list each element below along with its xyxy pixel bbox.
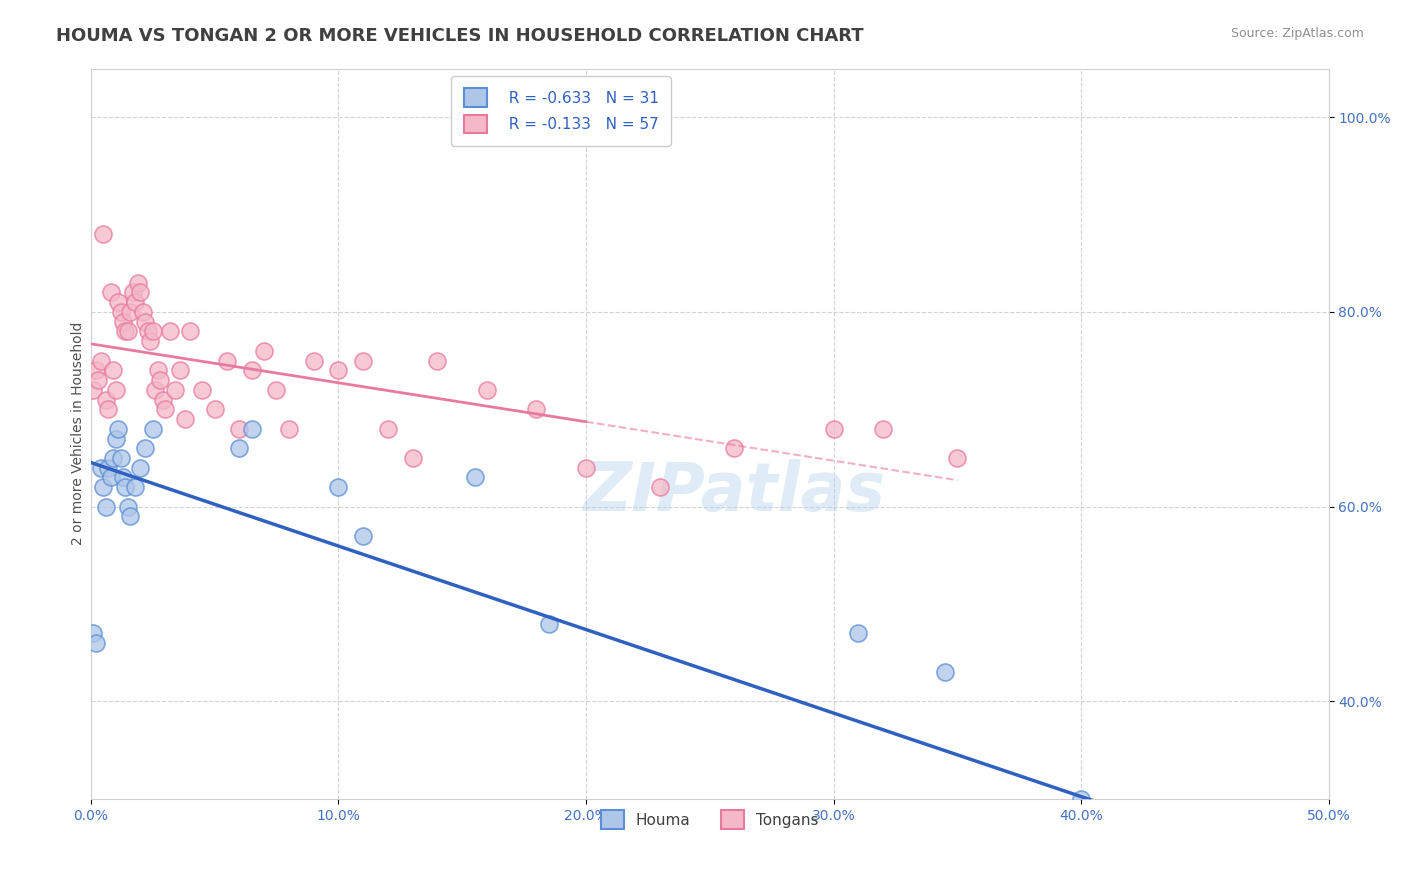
- Point: [91, 480, 114, 494]
- Point: [111, 315, 134, 329]
- Point: [266, 383, 288, 397]
- Point: [87, 373, 110, 387]
- Point: [114, 325, 136, 339]
- Point: [1070, 792, 1092, 806]
- Point: [1206, 811, 1229, 825]
- Point: [240, 422, 263, 436]
- Point: [277, 422, 299, 436]
- Point: [1144, 811, 1167, 825]
- Point: [240, 363, 263, 377]
- Point: [872, 422, 894, 436]
- Point: [124, 295, 146, 310]
- Point: [253, 343, 276, 358]
- Point: [139, 334, 162, 348]
- Point: [97, 402, 120, 417]
- Point: [526, 402, 548, 417]
- Point: [163, 383, 186, 397]
- Point: [82, 626, 104, 640]
- Point: [537, 616, 560, 631]
- Point: [575, 460, 598, 475]
- Point: [110, 305, 132, 319]
- Point: [117, 325, 139, 339]
- Point: [94, 392, 117, 407]
- Point: [107, 422, 129, 436]
- Text: Source: ZipAtlas.com: Source: ZipAtlas.com: [1230, 27, 1364, 40]
- Point: [173, 412, 195, 426]
- Point: [84, 636, 107, 650]
- Point: [159, 325, 181, 339]
- Point: [117, 500, 139, 514]
- Point: [143, 383, 166, 397]
- Point: [134, 315, 156, 329]
- Point: [946, 450, 969, 465]
- Point: [129, 460, 152, 475]
- Point: [124, 480, 146, 494]
- Point: [101, 450, 124, 465]
- Point: [132, 305, 155, 319]
- Point: [110, 450, 132, 465]
- Point: [228, 422, 250, 436]
- Point: [846, 626, 869, 640]
- Point: [426, 353, 449, 368]
- Point: [191, 383, 214, 397]
- Point: [149, 373, 172, 387]
- Point: [228, 442, 250, 456]
- Point: [328, 363, 350, 377]
- Point: [107, 295, 129, 310]
- Point: [114, 480, 136, 494]
- Point: [127, 276, 149, 290]
- Point: [104, 432, 127, 446]
- Point: [104, 383, 127, 397]
- Point: [97, 460, 120, 475]
- Point: [204, 402, 226, 417]
- Point: [153, 402, 176, 417]
- Point: [352, 529, 374, 543]
- Point: [328, 480, 350, 494]
- Point: [152, 392, 174, 407]
- Text: HOUMA VS TONGAN 2 OR MORE VEHICLES IN HOUSEHOLD CORRELATION CHART: HOUMA VS TONGAN 2 OR MORE VEHICLES IN HO…: [56, 27, 863, 45]
- Point: [179, 325, 201, 339]
- Point: [120, 305, 142, 319]
- Legend: Houma, Tongans: Houma, Tongans: [595, 805, 825, 835]
- Point: [90, 460, 112, 475]
- Point: [111, 470, 134, 484]
- Y-axis label: 2 or more Vehicles in Household: 2 or more Vehicles in Household: [72, 322, 86, 545]
- Point: [302, 353, 325, 368]
- Point: [120, 509, 142, 524]
- Point: [101, 363, 124, 377]
- Point: [134, 442, 156, 456]
- Text: ZIPatlas: ZIPatlas: [583, 459, 886, 525]
- Point: [129, 285, 152, 300]
- Point: [90, 353, 112, 368]
- Point: [100, 470, 122, 484]
- Point: [82, 383, 104, 397]
- Point: [169, 363, 191, 377]
- Point: [146, 363, 169, 377]
- Point: [823, 422, 845, 436]
- Point: [377, 422, 399, 436]
- Point: [723, 442, 745, 456]
- Point: [650, 480, 672, 494]
- Point: [352, 353, 374, 368]
- Point: [91, 227, 114, 241]
- Point: [122, 285, 145, 300]
- Point: [475, 383, 498, 397]
- Point: [401, 450, 423, 465]
- Point: [142, 325, 165, 339]
- Point: [84, 363, 107, 377]
- Point: [142, 422, 165, 436]
- Point: [464, 470, 486, 484]
- Point: [215, 353, 238, 368]
- Point: [934, 665, 956, 680]
- Point: [100, 285, 122, 300]
- Point: [94, 500, 117, 514]
- Point: [136, 325, 159, 339]
